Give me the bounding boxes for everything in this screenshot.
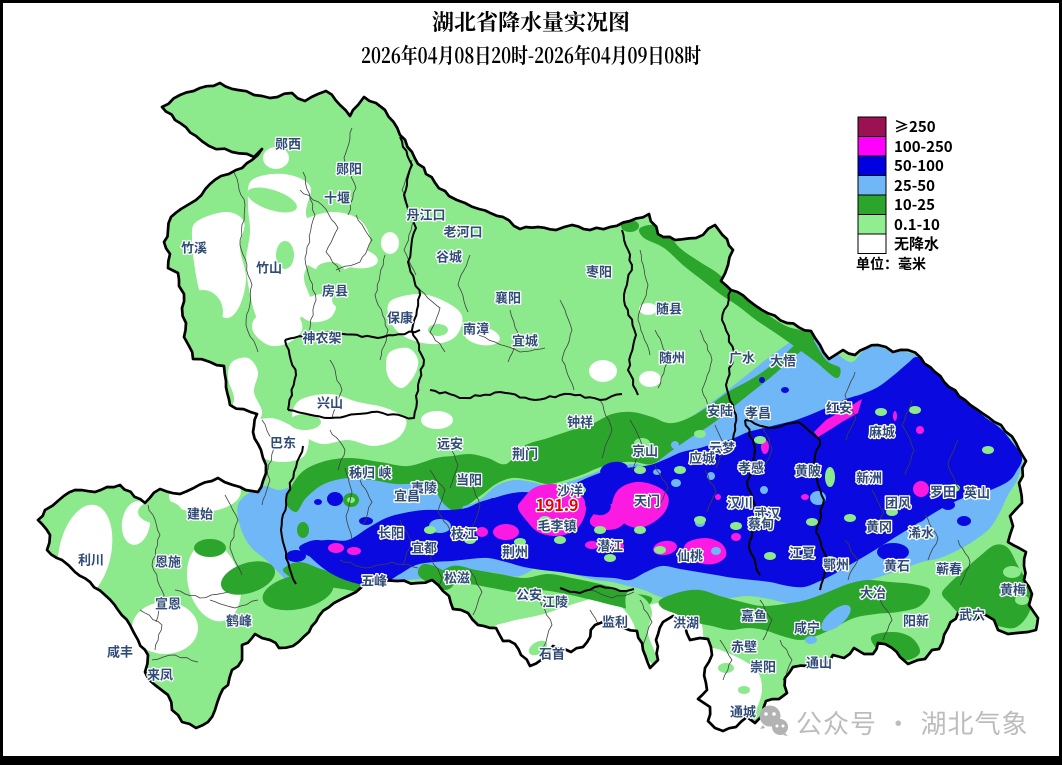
svg-text:利川: 利川 — [78, 550, 104, 569]
svg-text:恩施: 恩施 — [155, 552, 181, 571]
svg-text:神农架: 神农架 — [302, 328, 341, 347]
svg-text:丹江口: 丹江口 — [406, 205, 445, 224]
svg-text:沙洋: 沙洋 — [557, 481, 583, 500]
svg-text:通城: 通城 — [730, 702, 756, 721]
svg-text:长阳: 长阳 — [378, 523, 404, 542]
svg-text:宜城: 宜城 — [512, 331, 538, 350]
svg-text:鹤峰: 鹤峰 — [226, 611, 252, 630]
svg-text:武汉: 武汉 — [754, 504, 780, 523]
svg-text:仙桃: 仙桃 — [677, 546, 703, 565]
svg-text:郧阳: 郧阳 — [336, 159, 362, 178]
svg-text:黄梅: 黄梅 — [1000, 580, 1026, 599]
svg-text:荆门: 荆门 — [512, 444, 538, 463]
svg-text:当阳: 当阳 — [456, 470, 482, 489]
svg-text:京山: 京山 — [632, 441, 658, 460]
svg-text:无降水: 无降水 — [894, 233, 939, 254]
svg-text:监利: 监利 — [602, 612, 628, 631]
svg-text:10-25: 10-25 — [894, 194, 935, 215]
svg-text:大冶: 大冶 — [860, 583, 886, 602]
svg-text:鄂州: 鄂州 — [823, 555, 849, 574]
svg-text:老河口: 老河口 — [443, 222, 482, 241]
svg-text:宣恩: 宣恩 — [155, 594, 181, 613]
svg-text:咸丰: 咸丰 — [107, 642, 133, 661]
svg-text:南漳: 南漳 — [463, 319, 489, 338]
svg-text:松滋: 松滋 — [444, 568, 470, 587]
svg-text:浠水: 浠水 — [908, 523, 934, 542]
svg-text:竹山: 竹山 — [256, 258, 282, 277]
svg-text:≥250: ≥250 — [894, 116, 936, 137]
svg-text:宜昌: 宜昌 — [394, 486, 420, 505]
svg-text:江夏: 江夏 — [789, 543, 815, 562]
svg-text:郧西: 郧西 — [275, 134, 301, 153]
svg-text:建始: 建始 — [187, 504, 213, 523]
svg-text:宜都: 宜都 — [411, 538, 437, 557]
svg-text:钟祥: 钟祥 — [567, 412, 593, 431]
svg-text:黄石: 黄石 — [884, 556, 910, 575]
svg-text:蕲春: 蕲春 — [936, 559, 962, 578]
svg-text:191.9: 191.9 — [536, 492, 579, 516]
svg-text:五峰: 五峰 — [361, 571, 387, 590]
svg-text:团风: 团风 — [885, 493, 911, 512]
svg-text:汉川: 汉川 — [727, 493, 753, 512]
svg-text:黄陂: 黄陂 — [795, 461, 821, 480]
svg-text:枣阳: 枣阳 — [586, 262, 612, 281]
svg-text:单位：毫米: 单位：毫米 — [856, 254, 926, 274]
svg-text:保康: 保康 — [387, 308, 413, 327]
svg-text:罗田: 罗田 — [930, 482, 956, 501]
svg-text:兴山: 兴山 — [317, 393, 343, 412]
svg-text:蔡甸: 蔡甸 — [748, 514, 774, 533]
svg-text:天门: 天门 — [634, 491, 660, 510]
svg-text:应城: 应城 — [689, 448, 715, 467]
svg-text:大悟: 大悟 — [770, 351, 796, 370]
svg-text:荆州: 荆州 — [502, 542, 528, 561]
svg-text:江陵: 江陵 — [542, 592, 568, 611]
svg-text:0.1-10: 0.1-10 — [894, 214, 940, 235]
svg-text:阳新: 阳新 — [903, 611, 929, 630]
svg-text:25-50: 25-50 — [894, 175, 935, 196]
svg-text:潜江: 潜江 — [597, 536, 623, 555]
svg-text:随州: 随州 — [659, 348, 685, 367]
svg-text:石首: 石首 — [539, 644, 565, 663]
svg-text:公安: 公安 — [516, 585, 542, 604]
svg-text:房县: 房县 — [322, 281, 348, 300]
svg-text:赤壁: 赤壁 — [731, 637, 757, 656]
svg-text:洪湖: 洪湖 — [673, 613, 699, 632]
svg-text:通山: 通山 — [806, 653, 832, 672]
svg-text:孝感: 孝感 — [738, 458, 764, 477]
svg-text:云梦: 云梦 — [709, 438, 735, 457]
svg-text:孝昌: 孝昌 — [745, 403, 771, 422]
svg-text:100-250: 100-250 — [894, 136, 953, 157]
svg-text:广水: 广水 — [729, 348, 755, 367]
svg-text:巴东: 巴东 — [270, 433, 296, 452]
svg-text:崇阳: 崇阳 — [750, 657, 776, 676]
svg-text:麻城: 麻城 — [869, 422, 895, 441]
svg-text:秭归: 秭归 — [349, 463, 375, 482]
svg-text:黄冈: 黄冈 — [866, 517, 892, 536]
svg-text:随县: 随县 — [656, 299, 682, 318]
svg-text:枝江: 枝江 — [451, 524, 477, 543]
svg-text:襄阳: 襄阳 — [495, 288, 521, 307]
svg-text:峡: 峡 — [378, 463, 391, 482]
svg-text:咸宁: 咸宁 — [794, 618, 820, 637]
svg-text:毛李镇: 毛李镇 — [537, 516, 576, 535]
svg-text:红安: 红安 — [826, 398, 852, 417]
svg-text:新洲: 新洲 — [856, 468, 882, 487]
svg-text:50-100: 50-100 — [894, 155, 944, 176]
svg-text:安陆: 安陆 — [707, 401, 733, 420]
svg-text:谷城: 谷城 — [436, 247, 462, 266]
svg-text:武穴: 武穴 — [959, 605, 985, 624]
svg-text:夷陵: 夷陵 — [411, 478, 437, 497]
svg-text:嘉鱼: 嘉鱼 — [741, 606, 767, 625]
svg-text:竹溪: 竹溪 — [181, 238, 207, 257]
svg-text:来凤: 来凤 — [147, 665, 173, 684]
svg-text:远安: 远安 — [437, 434, 463, 453]
svg-text:英山: 英山 — [964, 483, 990, 502]
svg-text:十堰: 十堰 — [324, 188, 350, 207]
